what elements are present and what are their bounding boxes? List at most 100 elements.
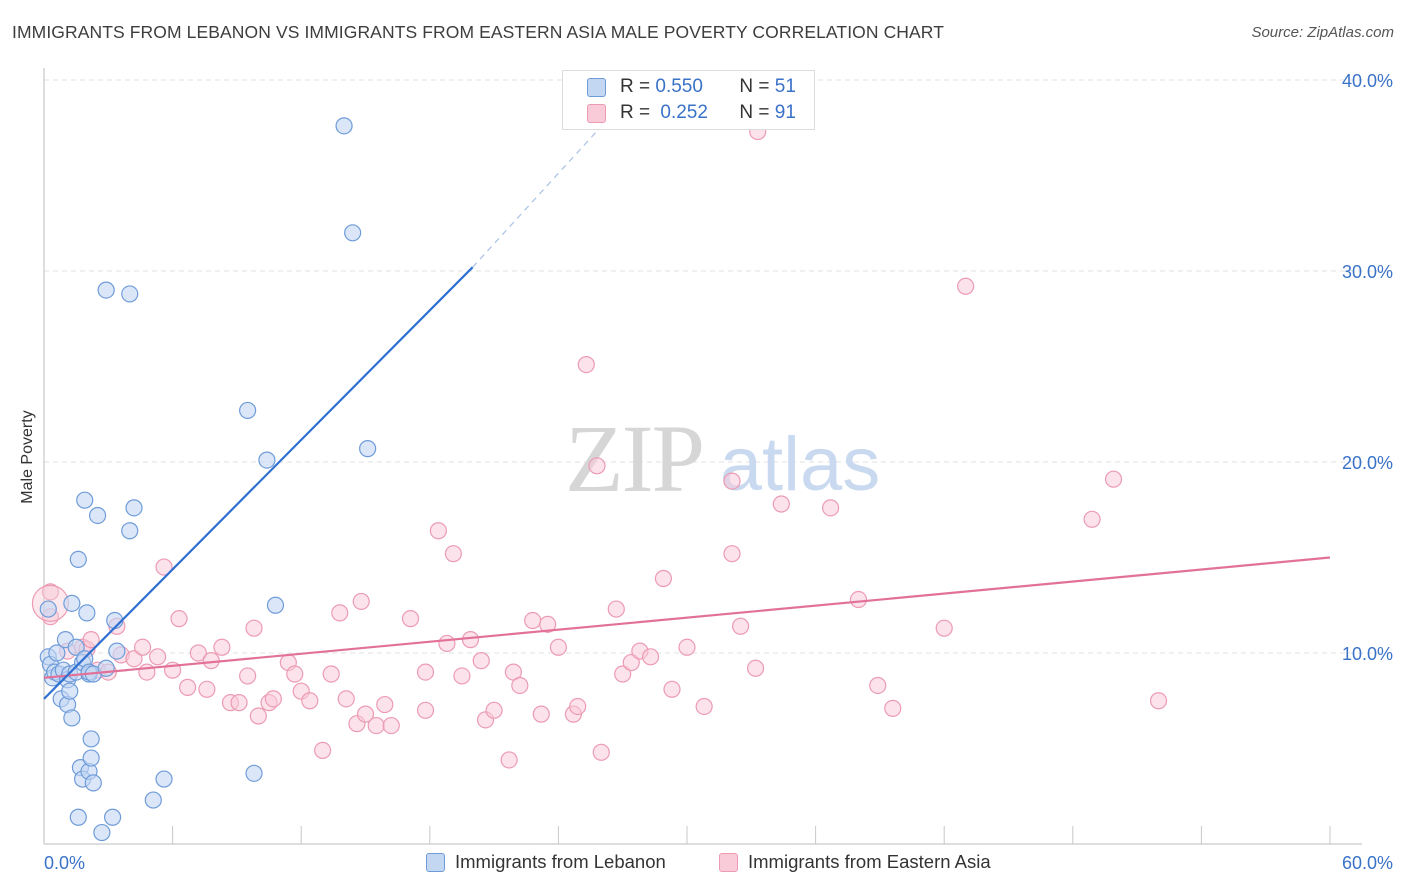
data-point-lebanon [108, 642, 126, 660]
data-point-eastern-asia [654, 569, 673, 588]
data-point-eastern-asia [524, 611, 542, 630]
data-point-eastern-asia [444, 545, 462, 563]
legend-swatch-lebanon [587, 77, 606, 97]
data-point-eastern-asia [331, 604, 349, 622]
data-point-eastern-asia [213, 638, 231, 656]
data-point-eastern-asia [1104, 470, 1123, 488]
data-point-eastern-asia [472, 652, 490, 670]
data-point-lebanon [48, 644, 66, 662]
data-point-lebanon [239, 401, 257, 420]
data-point-eastern-asia [41, 583, 60, 601]
data-point-eastern-asia [731, 617, 750, 635]
y-tick-label: 30.0% [1342, 262, 1393, 282]
data-point-eastern-asia [230, 694, 248, 712]
data-point-lebanon [103, 808, 122, 826]
data-point-eastern-asia [239, 667, 257, 685]
legend-r-label: R = [620, 102, 651, 123]
legend-n-value: 51 [774, 76, 796, 97]
data-point-eastern-asia [148, 648, 167, 666]
data-point-eastern-asia [500, 751, 518, 769]
data-point-eastern-asia [485, 701, 503, 719]
data-point-lebanon [61, 682, 79, 700]
data-point-eastern-asia [607, 600, 625, 618]
data-point-eastern-asia [849, 590, 868, 609]
data-point-eastern-asia [438, 634, 456, 653]
series-eastern-asia-points [31, 122, 1168, 769]
data-point-eastern-asia [356, 705, 375, 723]
data-point-eastern-asia [138, 663, 156, 681]
data-point-lebanon [125, 499, 143, 517]
legend-row-eastern-asia: R = 0.252 N = 91 [563, 100, 796, 126]
data-point-eastern-asia [822, 499, 840, 517]
data-point-lebanon [82, 730, 100, 748]
trend-line-lebanon-extension [472, 102, 624, 268]
legend-n-value: 91 [774, 102, 796, 123]
series-legend: Immigrants from Lebanon Immigrants from … [0, 851, 1406, 879]
data-point-eastern-asia [678, 638, 696, 656]
data-point-eastern-asia [133, 638, 152, 656]
data-point-eastern-asia [723, 545, 741, 563]
legend-label-eastern-asia: Immigrants from Eastern Asia [748, 851, 991, 872]
data-point-eastern-asia [957, 277, 975, 295]
data-point-eastern-asia [286, 665, 304, 683]
data-point-lebanon [144, 791, 162, 809]
trend-line-eastern-asia [43, 556, 1331, 679]
series-lebanon-points [39, 117, 377, 842]
legend-r-value: 0.252 [660, 102, 708, 123]
data-point-eastern-asia [429, 522, 447, 540]
legend-swatch-eastern-asia [719, 852, 738, 872]
legend-swatch-lebanon [426, 852, 445, 872]
data-point-eastern-asia [1149, 692, 1168, 710]
legend-label-lebanon: Immigrants from Lebanon [455, 851, 666, 872]
data-point-lebanon [93, 823, 111, 842]
data-point-eastern-asia [367, 716, 385, 735]
legend-n-label: N = [739, 76, 770, 97]
data-point-lebanon [344, 224, 362, 242]
chart-title: IMMIGRANTS FROM LEBANON VS IMMIGRANTS FR… [12, 22, 945, 42]
data-point-eastern-asia [337, 690, 355, 708]
data-point-lebanon [69, 550, 87, 569]
legend-item-eastern-asia: Immigrants from Eastern Asia [719, 851, 991, 873]
data-point-eastern-asia [198, 680, 216, 698]
data-point-eastern-asia [641, 648, 660, 666]
data-point-eastern-asia [532, 705, 550, 723]
data-point-lebanon [97, 659, 115, 677]
data-point-eastern-asia [189, 644, 207, 662]
y-tick-label: 20.0% [1342, 453, 1393, 473]
data-point-eastern-asia [376, 695, 394, 714]
data-point-eastern-asia [322, 665, 340, 683]
x-tick-label: 0.0% [44, 853, 85, 873]
data-point-lebanon [155, 770, 173, 788]
data-point-eastern-asia [155, 558, 173, 576]
legend-swatch-eastern-asia [587, 103, 606, 123]
trend-line-lebanon [43, 266, 474, 700]
data-point-eastern-asia [245, 619, 263, 637]
data-point-lebanon [266, 596, 285, 614]
data-point-eastern-asia [723, 472, 741, 490]
data-point-eastern-asia [170, 610, 188, 628]
data-point-eastern-asia [695, 697, 713, 716]
data-point-eastern-asia [382, 716, 400, 735]
data-point-eastern-asia [569, 697, 587, 716]
legend-n-label: N = [739, 102, 770, 123]
source-label: Source: ZipAtlas.com [1251, 24, 1394, 41]
data-point-lebanon [84, 774, 102, 792]
watermark: ZIP atlas [565, 405, 880, 512]
data-point-eastern-asia [301, 692, 319, 710]
data-point-eastern-asia [264, 690, 282, 708]
data-point-lebanon [121, 522, 139, 540]
data-point-lebanon [245, 764, 263, 782]
data-point-eastern-asia [82, 631, 100, 649]
data-point-lebanon [335, 117, 353, 135]
data-point-eastern-asia [592, 743, 610, 761]
data-point-lebanon [69, 808, 87, 826]
data-point-eastern-asia [416, 663, 435, 681]
data-point-eastern-asia [352, 592, 370, 611]
data-point-eastern-asia [549, 638, 568, 656]
data-point-eastern-asia [746, 659, 765, 677]
y-tick-label: 40.0% [1342, 71, 1393, 91]
data-point-lebanon [63, 594, 81, 612]
y-tick-label: 10.0% [1342, 644, 1393, 664]
x-tick-label: 60.0% [1342, 853, 1393, 873]
